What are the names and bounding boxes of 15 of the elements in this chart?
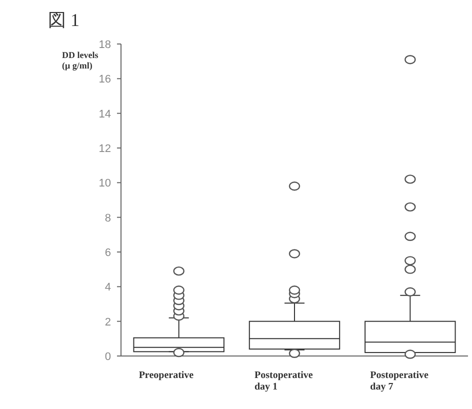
y-tick-label: 0 [104,351,111,363]
x-tick-label: Postoperative day 7 [370,370,430,392]
y-axis-title: DD levels (μ g/ml) [62,50,99,70]
y-tick-label: 12 [98,143,111,155]
x-tick-label: Postoperative day 1 [254,370,314,392]
x-tick-label: Preoperative [138,370,194,381]
chart-title: 図 1 [48,10,80,30]
y-tick-label: 2 [104,316,111,328]
y-tick-label: 10 [98,178,111,190]
y-tick-label: 18 [98,39,111,51]
y-tick-label: 6 [104,247,111,259]
y-tick-label: 8 [104,212,111,224]
y-tick-label: 4 [104,282,111,294]
y-tick-label: 16 [98,74,111,86]
y-tick-label: 14 [98,108,111,120]
